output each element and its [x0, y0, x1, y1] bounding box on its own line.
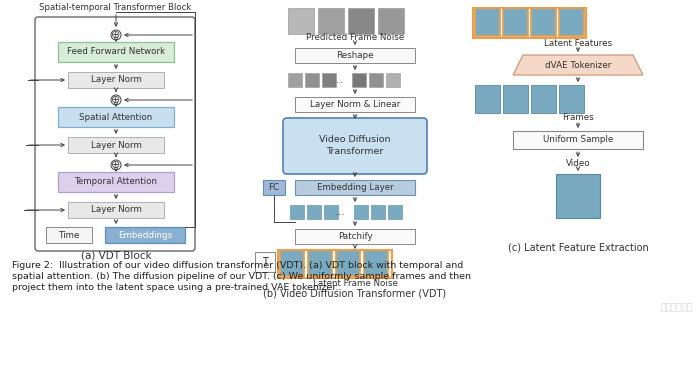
Bar: [369, 73, 383, 87]
Text: (b) Video Diffusion Transformer (VDT): (b) Video Diffusion Transformer (VDT): [263, 289, 447, 299]
Bar: [318, 8, 344, 34]
Bar: [295, 180, 415, 195]
Bar: [371, 205, 385, 219]
Bar: [288, 73, 302, 87]
Text: Layer Norm: Layer Norm: [90, 141, 141, 149]
Bar: [556, 174, 600, 218]
Text: ⊕: ⊕: [111, 30, 120, 40]
Polygon shape: [513, 55, 643, 75]
Bar: [288, 8, 314, 34]
Bar: [531, 85, 556, 113]
Bar: [322, 73, 336, 87]
Text: spatial attention. (b) The diffusion pipeline of our VDT. (c) We uniformly sampl: spatial attention. (b) The diffusion pip…: [12, 272, 471, 281]
Bar: [336, 250, 360, 276]
Bar: [352, 73, 366, 87]
Bar: [354, 205, 368, 219]
Text: Spatial Attention: Spatial Attention: [79, 113, 153, 121]
Text: project them into the latent space using a pre-trained VAE tokenizer.: project them into the latent space using…: [12, 283, 339, 292]
Text: ⊕: ⊕: [111, 160, 120, 170]
Bar: [295, 229, 415, 244]
Bar: [473, 8, 586, 38]
Bar: [46, 227, 92, 243]
Text: Embedding Layer: Embedding Layer: [316, 183, 393, 192]
Text: Video: Video: [566, 159, 590, 168]
Bar: [295, 97, 415, 112]
Text: Embeddings: Embeddings: [118, 231, 172, 239]
Bar: [513, 131, 643, 149]
Bar: [105, 227, 185, 243]
Text: (c) Latent Feature Extraction: (c) Latent Feature Extraction: [508, 243, 648, 253]
Text: Patchify: Patchify: [337, 232, 372, 241]
Bar: [531, 8, 556, 36]
Text: Predicted Frame Noise: Predicted Frame Noise: [306, 34, 404, 42]
Bar: [388, 205, 402, 219]
Bar: [503, 8, 528, 36]
FancyBboxPatch shape: [283, 118, 427, 174]
Text: Uniform Sample: Uniform Sample: [543, 135, 613, 145]
Text: FC: FC: [268, 183, 279, 192]
Text: Time: Time: [58, 231, 80, 239]
Bar: [364, 250, 388, 276]
Bar: [503, 85, 528, 113]
Bar: [278, 250, 392, 278]
Text: Transformer: Transformer: [326, 148, 384, 156]
Bar: [68, 202, 164, 218]
Text: ...: ...: [335, 207, 345, 217]
Text: Figure 2:  Illustration of our video diffusion transformer (VDT). (a) VDT block : Figure 2: Illustration of our video diff…: [12, 261, 463, 270]
Text: Feed Forward Network: Feed Forward Network: [67, 48, 165, 56]
Text: Latent Features: Latent Features: [544, 38, 612, 48]
Bar: [255, 252, 275, 272]
Bar: [263, 180, 285, 195]
Text: 公众号量子位: 公众号量子位: [661, 303, 693, 312]
Text: Frames: Frames: [562, 114, 594, 123]
Text: ⊕: ⊕: [111, 95, 120, 105]
Text: Video Diffusion: Video Diffusion: [319, 135, 391, 145]
Bar: [58, 107, 174, 127]
Bar: [307, 205, 321, 219]
Text: (a) VDT Block: (a) VDT Block: [80, 250, 151, 260]
Text: Spatial-temporal Transformer Block: Spatial-temporal Transformer Block: [38, 3, 191, 13]
Bar: [348, 8, 374, 34]
Bar: [280, 250, 304, 276]
Bar: [58, 172, 174, 192]
Bar: [308, 250, 332, 276]
Bar: [324, 205, 338, 219]
Bar: [58, 42, 174, 62]
Bar: [475, 8, 500, 36]
Bar: [559, 85, 584, 113]
Text: dVAE Tokenizer: dVAE Tokenizer: [545, 61, 611, 69]
Bar: [475, 85, 500, 113]
Text: Latent Frame Noise: Latent Frame Noise: [313, 279, 398, 287]
Bar: [559, 8, 584, 36]
Text: Layer Norm & Linear: Layer Norm & Linear: [310, 100, 400, 109]
Text: T: T: [262, 257, 268, 267]
Text: Temporal Attention: Temporal Attention: [74, 177, 158, 186]
Bar: [68, 137, 164, 153]
Bar: [378, 8, 404, 34]
Bar: [295, 48, 415, 63]
Bar: [386, 73, 400, 87]
Text: Layer Norm: Layer Norm: [90, 76, 141, 85]
Text: ...: ...: [332, 75, 344, 85]
Text: Reshape: Reshape: [336, 51, 374, 60]
Bar: [68, 72, 164, 88]
Bar: [290, 205, 304, 219]
Text: Layer Norm: Layer Norm: [90, 206, 141, 214]
Bar: [305, 73, 319, 87]
